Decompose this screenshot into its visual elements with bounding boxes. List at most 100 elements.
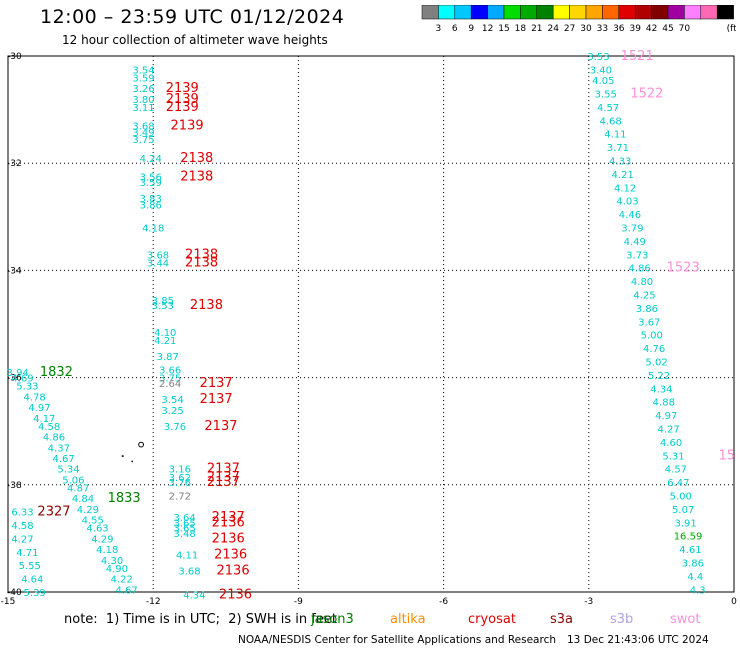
- coastline: [138, 441, 145, 448]
- colorbar-label: 18: [515, 24, 527, 34]
- colorbar-label: 21: [531, 24, 542, 34]
- data-label: 3.86: [682, 559, 704, 570]
- data-label: 4.12: [614, 183, 636, 194]
- data-label: 2136: [214, 547, 247, 562]
- data-label: 4.67: [115, 585, 137, 596]
- data-label: 2136: [212, 531, 245, 546]
- data-label: 2138: [180, 170, 213, 185]
- data-label: 4.58: [38, 422, 60, 433]
- data-label: 5.31: [662, 451, 684, 462]
- data-label: 4.21: [154, 336, 176, 347]
- x-tick-label: -9: [294, 597, 303, 607]
- data-label: 1522: [630, 87, 663, 102]
- legend-item-swot: swot: [670, 612, 701, 627]
- data-label: 3.65: [174, 518, 196, 529]
- data-label: 3.68: [147, 250, 169, 261]
- data-label: 1832: [40, 365, 73, 380]
- data-label: 2137: [207, 462, 240, 477]
- data-label: 2.64: [159, 379, 181, 390]
- colorbar-label: 70: [679, 24, 691, 34]
- data-label: 3.86: [636, 304, 658, 315]
- data-label: 3.26: [132, 84, 154, 95]
- data-label: 2137: [200, 376, 233, 391]
- data-label: 5.39: [23, 588, 45, 599]
- data-label: 4.21: [612, 170, 634, 181]
- colorbar-label: 12: [482, 24, 493, 34]
- data-label: 3.91: [674, 518, 696, 529]
- coastline: [131, 460, 133, 463]
- data-label: 3.62: [169, 473, 191, 484]
- data-label: 4.11: [176, 550, 198, 561]
- data-label: 4.68: [599, 116, 621, 127]
- data-label: 5.34: [57, 465, 79, 476]
- colorbar-label: 6: [452, 24, 458, 34]
- data-label: 3.71: [607, 143, 629, 154]
- data-label: 5.06: [62, 475, 84, 486]
- colorbar-label: 9: [468, 24, 474, 34]
- x-tick-label: -15: [1, 597, 16, 607]
- data-label: 4.3: [690, 585, 706, 596]
- data-label: 3.85: [152, 296, 174, 307]
- colorbar-label: 36: [613, 24, 625, 34]
- data-label: 4.34: [650, 384, 672, 395]
- data-label: 4.90: [106, 564, 128, 575]
- colorbar-label: 45: [662, 24, 673, 34]
- data-label: 2137: [212, 510, 245, 525]
- data-label: 2136: [219, 588, 252, 603]
- data-label: 4.87: [67, 483, 89, 494]
- credit-line: NOAA/NESDIS Center for Satellite Applica…: [238, 634, 556, 646]
- data-label: 4.03: [616, 197, 638, 208]
- data-label: 2139: [166, 100, 199, 115]
- y-tick-label: -34: [7, 266, 22, 276]
- data-label: 3.44: [147, 258, 169, 269]
- data-label: 2137: [204, 419, 237, 434]
- data-label: 15: [718, 448, 735, 463]
- x-tick-label: -6: [439, 597, 448, 607]
- data-label: 5.00: [670, 492, 692, 503]
- data-label: 4.10: [154, 328, 176, 339]
- data-label: 3.59: [132, 73, 154, 84]
- data-label: 4.29: [91, 534, 113, 545]
- data-label: 4.57: [665, 465, 687, 476]
- data-label: 2137: [207, 470, 240, 485]
- data-label: 1833: [108, 491, 141, 506]
- x-tick-label: -12: [146, 597, 161, 607]
- data-label: 2139: [166, 92, 199, 107]
- data-label: 5.33: [16, 382, 38, 393]
- coastline: [121, 455, 124, 457]
- data-label: 4.84: [72, 494, 94, 505]
- data-label: 3.66: [159, 366, 181, 377]
- data-label: 5.55: [19, 561, 41, 572]
- data-label: 2.72: [169, 492, 191, 503]
- legend-item-s3a: s3a: [550, 612, 574, 627]
- data-label: 4.60: [660, 438, 682, 449]
- data-label: 4.34: [183, 591, 205, 602]
- data-label: 2138: [180, 151, 213, 166]
- data-label: 3.94: [7, 368, 29, 379]
- data-label: 3.67: [638, 317, 660, 328]
- data-label: 3.53: [587, 52, 609, 63]
- data-label: 4.97: [655, 411, 677, 422]
- data-label: 4.46: [619, 210, 641, 221]
- data-label: 4.58: [11, 521, 33, 532]
- data-label: 2138: [185, 255, 218, 270]
- data-label: 2138: [190, 298, 223, 313]
- data-label: 4.37: [48, 443, 70, 454]
- data-label: 3.48: [174, 529, 196, 540]
- data-label: 4.80: [631, 277, 653, 288]
- y-tick-label: -30: [7, 52, 22, 62]
- data-label: 2138: [185, 247, 218, 262]
- data-label: 4.86: [43, 433, 65, 444]
- generated-timestamp: 13 Dec 21:43:06 UTC 2024: [567, 634, 709, 646]
- data-label: 4.17: [33, 414, 55, 425]
- data-label: 3.87: [157, 352, 179, 363]
- data-label: 4.18: [96, 545, 118, 556]
- data-label: 3.76: [164, 422, 186, 433]
- colorbar-label: (ft): [727, 24, 736, 34]
- data-label: 4.86: [628, 264, 650, 275]
- colorbar-label: 30: [580, 24, 592, 34]
- data-label: 3.40: [590, 65, 612, 76]
- data-label: 5.07: [672, 505, 694, 516]
- data-label: 3.76: [169, 478, 191, 489]
